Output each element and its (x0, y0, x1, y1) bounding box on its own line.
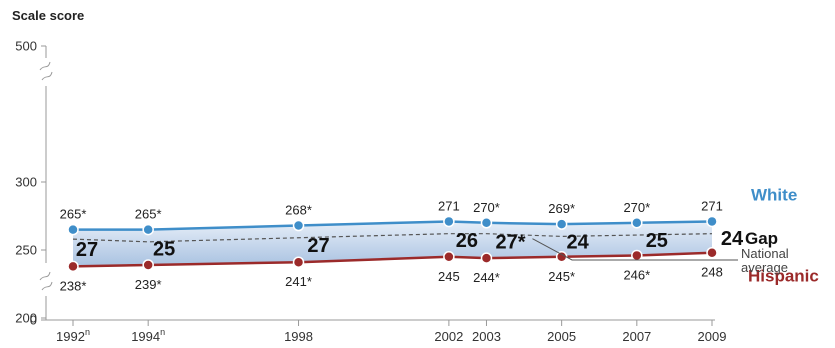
gap-value-label: 27 (307, 235, 329, 257)
hispanic-value-label: 246* (623, 267, 650, 282)
axis-break-icon (39, 271, 53, 291)
y-tick-label: 200 (15, 311, 37, 326)
y-axis-title: Scale score (12, 8, 85, 23)
x-tick-label: 2002 (434, 329, 463, 344)
gap-value-label: 27 (76, 239, 98, 261)
white-value-label: 271 (438, 198, 460, 213)
x-tick-label: 2003 (472, 329, 501, 344)
white-data-point (67, 223, 79, 236)
y-tick-label: 250 (15, 243, 37, 258)
x-tick-label: 2007 (622, 329, 651, 344)
gap-band (73, 221, 712, 267)
hispanic-value-label: 244* (473, 270, 500, 285)
white-legend-label: White (751, 185, 797, 204)
hispanic-value-label: 245* (548, 269, 575, 284)
gap-value-label: 27* (495, 231, 525, 253)
hispanic-data-point (480, 252, 493, 264)
white-data-point (292, 219, 305, 232)
hispanic-data-point (142, 259, 154, 271)
hispanic-value-label: 239* (135, 277, 162, 292)
white-data-point (555, 218, 568, 230)
white-data-point (142, 223, 154, 236)
gap-value-label: 25 (153, 238, 175, 260)
gap-value-label: 25 (646, 230, 668, 252)
axis-break-icon (39, 61, 53, 81)
gap-value-label: 24 (567, 231, 590, 253)
x-tick-label: 1998 (284, 329, 313, 344)
x-tick-label: 2005 (547, 329, 576, 344)
white-value-label: 268* (285, 203, 312, 218)
hispanic-legend-label: Hispanic (748, 267, 819, 286)
gap-value-label: 26 (456, 230, 478, 252)
y-tick-label: 500 (15, 39, 37, 54)
hispanic-data-point (443, 251, 455, 263)
hispanic-data-point (631, 249, 643, 262)
hispanic-value-label: 241* (285, 274, 312, 289)
white-value-label: 265* (60, 207, 87, 222)
y-tick-label: 0 (30, 313, 37, 328)
hispanic-data-point (67, 260, 79, 273)
national-average-callout-line (532, 238, 738, 261)
white-value-label: 270* (473, 200, 500, 215)
hispanic-series-line (72, 251, 713, 268)
hispanic-value-label: 238* (60, 278, 87, 293)
white-value-label: 265* (135, 207, 162, 222)
hispanic-data-point (292, 256, 305, 268)
white-data-point (480, 217, 493, 229)
x-tick-label: 2009 (698, 329, 727, 344)
x-tick-label: 1992n (56, 327, 90, 344)
white-value-label: 271 (701, 198, 723, 213)
x-tick-label: 1994n (131, 327, 165, 344)
y-tick-label: 300 (15, 175, 37, 190)
white-value-label: 270* (623, 200, 650, 215)
national-average-line (72, 233, 713, 243)
hispanic-value-label: 245 (438, 269, 460, 284)
white-series-line (73, 220, 713, 231)
gap-value-label: 24 (721, 228, 744, 250)
white-data-point (631, 217, 643, 229)
white-data-point (443, 215, 455, 228)
hispanic-value-label: 248 (701, 265, 723, 280)
white-data-point (706, 215, 718, 228)
national-average-label: National average (741, 246, 789, 275)
gap-legend-label: Gap (745, 229, 778, 248)
hispanic-data-point (706, 246, 718, 259)
white-value-label: 269* (548, 201, 575, 216)
